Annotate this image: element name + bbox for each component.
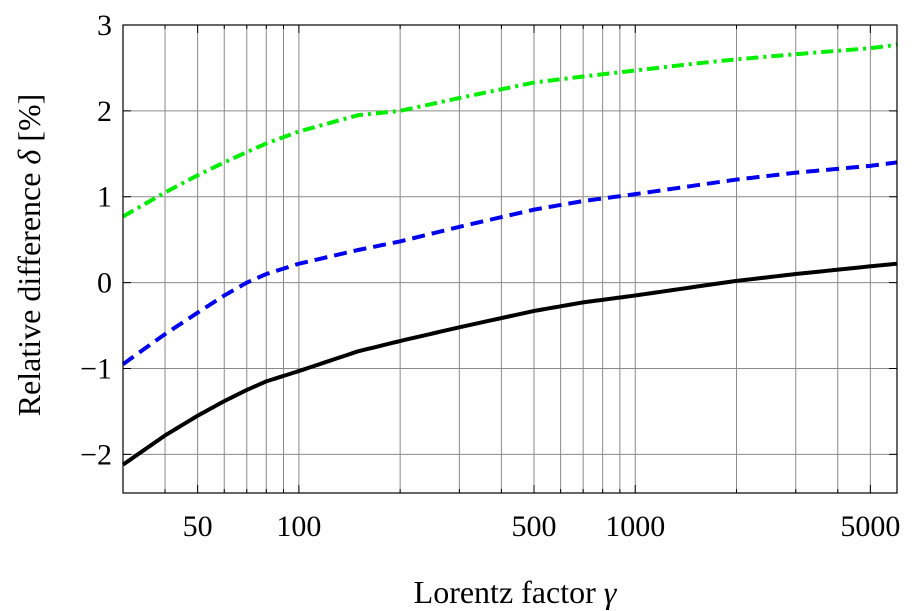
series-line-3 (121, 261, 898, 467)
axis-ticks: 50 100 500 1000 5000 3 2 1 0 −1 −2 (80, 9, 900, 543)
plot-frame (122, 24, 898, 494)
y-tick-label: 2 (97, 95, 112, 128)
series-line-1 (122, 42, 898, 219)
x-tick-label: 5000 (840, 510, 900, 543)
y-tick-label: 0 (97, 267, 112, 300)
x-tick-label: 500 (511, 510, 556, 543)
y-tick-label: 1 (97, 181, 112, 214)
x-axis-title: Lorentz factor γ (414, 574, 618, 610)
y-tick-label: 3 (97, 9, 112, 42)
y-tick-label: −1 (80, 352, 112, 385)
y-axis-title: Relative difference δ [%] (11, 94, 47, 417)
series-lines (121, 42, 898, 467)
y-tick-label: −2 (80, 438, 112, 471)
x-tick-label: 1000 (605, 510, 665, 543)
x-tick-label: 100 (276, 510, 321, 543)
x-tick-label: 50 (183, 510, 213, 543)
